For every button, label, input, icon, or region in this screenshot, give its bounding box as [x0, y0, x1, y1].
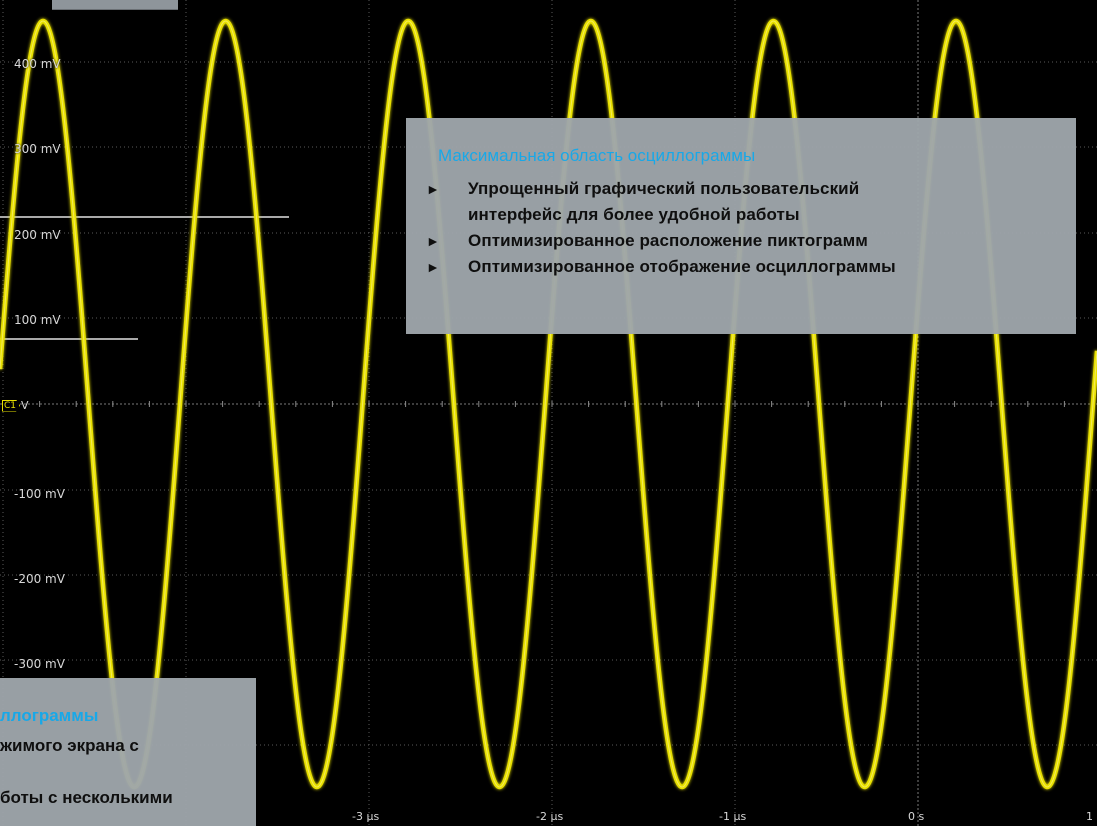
channel-1-offset-marker[interactable]: C1 V — [2, 399, 29, 412]
callout-title-fragment: ллограммы — [0, 706, 99, 725]
callout-line-fragment: жимого экрана с — [0, 736, 139, 755]
y-label: -300 mV — [14, 657, 65, 671]
y-label: 100 mV — [14, 313, 61, 327]
feature-callout-partial: ллограммы жимого экрана с боты с несколь… — [0, 678, 256, 826]
bullet-arrow-icon: ► — [426, 259, 440, 275]
x-label: 1 — [1086, 810, 1093, 823]
y-label: -200 mV — [14, 572, 65, 586]
channel-tag: C1 — [2, 399, 21, 412]
callout-title: Максимальная область осциллограммы — [438, 146, 756, 165]
callout-bullet-item: ► Упрощенный графический пользовательский… — [426, 176, 896, 228]
y-label: 300 mV — [14, 142, 61, 156]
channel-unit: V — [21, 399, 29, 412]
x-label: -2 µs — [536, 810, 564, 823]
callout-line-fragment: боты с несколькими — [0, 788, 173, 807]
waveform-trace-core — [0, 20, 1097, 788]
callout-bullet-text: Оптимизированное расположение пиктограмм — [468, 231, 868, 250]
callout-bullet-item: ► Оптимизированное отображение осциллогра… — [426, 254, 896, 280]
reference-lines — [0, 216, 289, 340]
callout-bullet-list: ► Упрощенный графический пользовательский… — [426, 176, 896, 280]
top-tab[interactable] — [52, 0, 178, 10]
x-label: -3 µs — [352, 810, 380, 823]
bullet-arrow-icon: ► — [426, 233, 440, 249]
feature-callout: Максимальная область осциллограммы ► Упро… — [406, 118, 1076, 334]
x-label: -1 µs — [719, 810, 747, 823]
callout-bullet-item: ► Оптимизированное расположение пиктограм… — [426, 228, 896, 254]
y-label: -100 mV — [14, 487, 65, 501]
bullet-arrow-icon: ► — [426, 181, 440, 197]
x-label: 0 s — [908, 810, 925, 823]
callout-bullet-text: Упрощенный графический пользовательский … — [468, 179, 860, 224]
y-label: 400 mV — [14, 57, 61, 71]
callout-bullet-text: Оптимизированное отображение осциллограм… — [468, 257, 896, 276]
y-label: 200 mV — [14, 228, 61, 242]
